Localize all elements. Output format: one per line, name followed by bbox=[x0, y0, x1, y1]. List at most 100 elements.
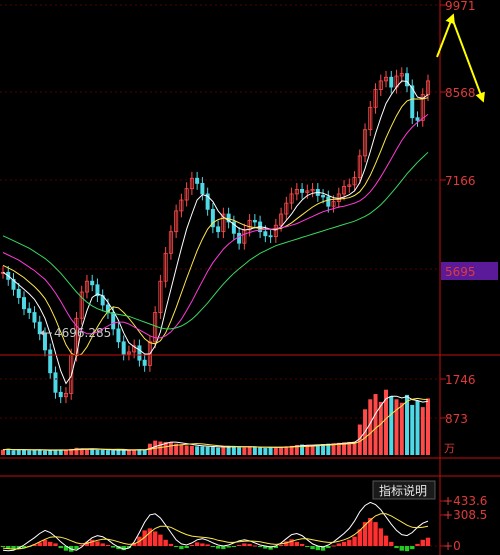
macd-bar bbox=[373, 522, 378, 546]
candle-body bbox=[268, 235, 273, 238]
macd-bar bbox=[173, 546, 179, 548]
volume-bar bbox=[168, 442, 173, 455]
macd-bar bbox=[320, 546, 326, 551]
macd-bar bbox=[221, 546, 226, 550]
indicator-explain-button[interactable]: 指标说明 bbox=[372, 480, 436, 500]
candle-body bbox=[363, 129, 368, 157]
indicator-pane[interactable] bbox=[0, 501, 440, 552]
volume-bar bbox=[331, 443, 336, 455]
volume-bar bbox=[158, 441, 163, 455]
candle-body bbox=[195, 177, 200, 184]
volume-pane[interactable] bbox=[0, 378, 440, 455]
candle-body bbox=[95, 284, 100, 297]
candlestick-series bbox=[0, 67, 430, 404]
volume-bar bbox=[32, 449, 37, 455]
macd-bar bbox=[425, 537, 431, 546]
forecast-arrows bbox=[436, 13, 485, 103]
volume-bar bbox=[142, 449, 147, 455]
volume-bar bbox=[310, 445, 315, 455]
candle-body bbox=[116, 328, 121, 343]
volume-bar bbox=[27, 450, 32, 455]
current-price-box bbox=[441, 262, 498, 280]
price-tick-label: 9971 bbox=[445, 0, 476, 13]
volume-bar bbox=[268, 447, 273, 455]
candle-body bbox=[389, 76, 394, 88]
volume-bar bbox=[95, 449, 100, 455]
volume-bar bbox=[415, 400, 420, 455]
volume-bar bbox=[42, 450, 47, 455]
candle-body bbox=[384, 76, 389, 82]
macd-bar bbox=[404, 546, 410, 552]
macd-bar bbox=[105, 544, 111, 546]
indicator-explain-label: 指标说明 bbox=[379, 483, 427, 498]
candle-body bbox=[111, 312, 116, 330]
volume-bar bbox=[216, 447, 221, 455]
candle-body bbox=[126, 351, 131, 355]
volume-bar bbox=[53, 449, 58, 455]
volume-bar bbox=[326, 443, 331, 455]
macd-bar bbox=[194, 542, 200, 546]
macd-bar bbox=[37, 542, 42, 546]
macd-bar bbox=[74, 546, 79, 550]
candle-body bbox=[231, 221, 236, 234]
candle-body bbox=[410, 85, 415, 119]
volume-bar bbox=[111, 450, 116, 455]
volume-bar bbox=[132, 449, 137, 455]
candle-body bbox=[90, 280, 95, 286]
candle-body bbox=[11, 279, 16, 290]
volume-bar bbox=[258, 447, 263, 455]
macd-bar bbox=[215, 546, 221, 549]
volume-bar bbox=[105, 450, 110, 455]
macd-bar bbox=[116, 546, 121, 550]
macd-bar bbox=[242, 543, 247, 546]
volume-bar bbox=[315, 444, 320, 455]
price-tick-label: 8568 bbox=[445, 86, 476, 100]
candle-body bbox=[42, 333, 47, 351]
volume-bar bbox=[100, 449, 105, 455]
volume-bar bbox=[399, 402, 404, 455]
volume-bar bbox=[58, 449, 63, 455]
volume-bar bbox=[252, 446, 257, 455]
macd-histogram bbox=[0, 517, 431, 552]
candle-body bbox=[310, 188, 315, 192]
volume-bar bbox=[394, 399, 399, 455]
volume-bar bbox=[226, 446, 231, 455]
macd-bar bbox=[179, 546, 184, 550]
candle-body bbox=[163, 252, 168, 282]
volume-bar bbox=[74, 447, 79, 455]
candle-body bbox=[415, 117, 420, 121]
candle-body bbox=[305, 190, 310, 193]
macd-bar bbox=[11, 546, 16, 550]
candle-body bbox=[79, 291, 84, 319]
candle-body bbox=[189, 177, 194, 190]
candle-body bbox=[237, 232, 242, 244]
candle-body bbox=[289, 193, 294, 204]
volume-bar bbox=[263, 448, 268, 455]
macd-line bbox=[2, 513, 429, 550]
volume-bar bbox=[410, 404, 415, 455]
volume-bar bbox=[389, 396, 394, 455]
candle-body bbox=[226, 213, 231, 223]
volume-bar bbox=[352, 441, 357, 455]
volume-bar bbox=[163, 441, 168, 455]
volume-bar bbox=[384, 389, 389, 455]
candle-body bbox=[137, 345, 142, 361]
macd-bar bbox=[163, 539, 168, 546]
macd-bar bbox=[42, 539, 48, 546]
volume-bar bbox=[6, 448, 11, 455]
volume-bar bbox=[174, 443, 179, 455]
macd-bar bbox=[152, 531, 158, 546]
volume-bar bbox=[237, 447, 242, 455]
price-axis: 9971 8568 7166 5695 bbox=[440, 0, 498, 280]
volume-moving-average-line bbox=[2, 397, 429, 451]
candle-body bbox=[179, 199, 184, 212]
candle-body bbox=[221, 213, 226, 233]
macd-bar bbox=[257, 546, 263, 548]
candle-body bbox=[294, 188, 299, 195]
macd-bar bbox=[299, 543, 305, 546]
volume-bar bbox=[37, 449, 42, 455]
price-pane[interactable]: 4696.285 bbox=[0, 4, 440, 404]
volume-bar bbox=[16, 449, 21, 455]
macd-bar bbox=[236, 544, 242, 546]
